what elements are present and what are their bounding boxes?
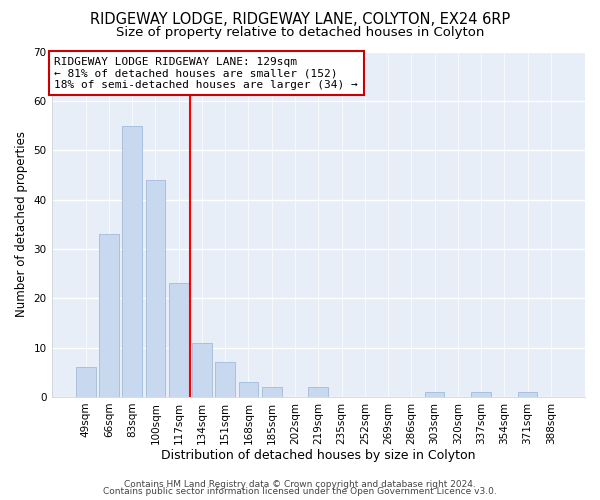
- Text: Contains HM Land Registry data © Crown copyright and database right 2024.: Contains HM Land Registry data © Crown c…: [124, 480, 476, 489]
- Text: RIDGEWAY LODGE, RIDGEWAY LANE, COLYTON, EX24 6RP: RIDGEWAY LODGE, RIDGEWAY LANE, COLYTON, …: [90, 12, 510, 28]
- Bar: [262, 387, 281, 397]
- Bar: [76, 368, 95, 397]
- Bar: [169, 284, 188, 397]
- Bar: [471, 392, 491, 397]
- X-axis label: Distribution of detached houses by size in Colyton: Distribution of detached houses by size …: [161, 450, 476, 462]
- Bar: [99, 234, 119, 397]
- Bar: [122, 126, 142, 397]
- Bar: [215, 362, 235, 397]
- Bar: [308, 387, 328, 397]
- Bar: [425, 392, 445, 397]
- Text: Contains public sector information licensed under the Open Government Licence v3: Contains public sector information licen…: [103, 488, 497, 496]
- Bar: [192, 342, 212, 397]
- Y-axis label: Number of detached properties: Number of detached properties: [15, 131, 28, 317]
- Bar: [239, 382, 259, 397]
- Text: Size of property relative to detached houses in Colyton: Size of property relative to detached ho…: [116, 26, 484, 39]
- Text: RIDGEWAY LODGE RIDGEWAY LANE: 129sqm
← 81% of detached houses are smaller (152)
: RIDGEWAY LODGE RIDGEWAY LANE: 129sqm ← 8…: [54, 56, 358, 90]
- Bar: [146, 180, 166, 397]
- Bar: [518, 392, 538, 397]
